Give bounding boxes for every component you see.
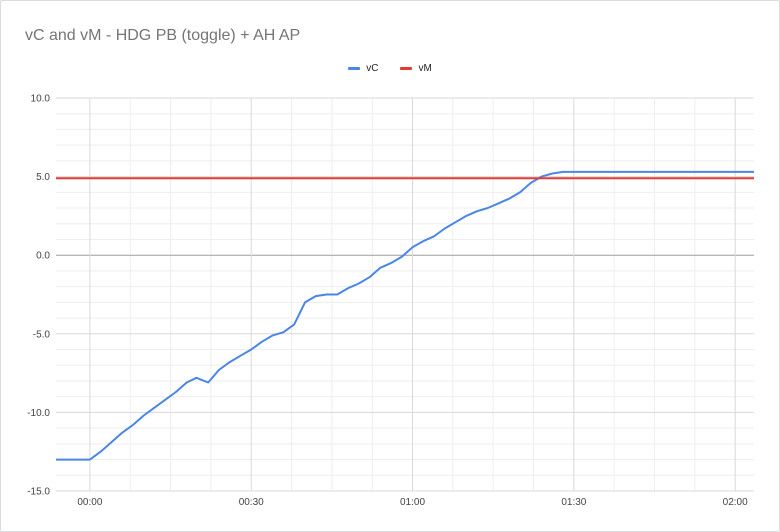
legend-label-vm: vM [418, 63, 432, 74]
legend-label-vc: vC [366, 63, 379, 74]
series-line-vc [56, 170, 754, 461]
legend-swatch-vm [400, 67, 413, 70]
x-tick-label: 00:00 [77, 497, 102, 508]
y-tick-label: -10.0 [27, 408, 50, 419]
legend-item-vm[interactable]: vM [400, 63, 432, 74]
chart-title: vC and vM - HDG PB (toggle) + AH AP [25, 27, 301, 44]
y-tick-label: 5.0 [36, 172, 50, 183]
y-tick-label: 10.0 [31, 94, 51, 105]
legend-swatch-vc [348, 67, 361, 70]
x-tick-label: 01:00 [400, 497, 425, 508]
y-tick-label: 0.0 [36, 251, 50, 262]
y-tick-label: -15.0 [27, 487, 50, 498]
x-tick-label: 01:30 [561, 497, 586, 508]
chart-legend[interactable]: vC vM [1, 63, 779, 74]
y-tick-label: -5.0 [33, 329, 51, 340]
x-tick-label: 02:00 [723, 497, 748, 508]
x-tick-label: 00:30 [239, 497, 264, 508]
legend-item-vc[interactable]: vC [348, 63, 378, 74]
